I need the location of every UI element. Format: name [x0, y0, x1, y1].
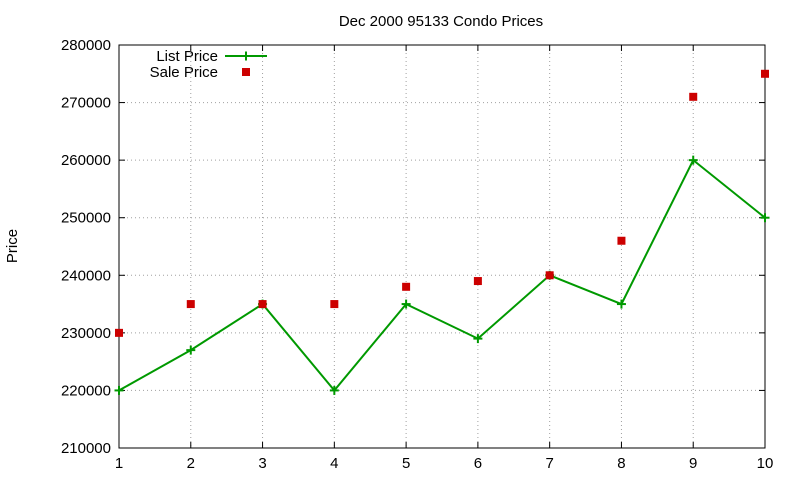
sale-price-point	[186, 300, 195, 309]
x-tick-label: 7	[545, 455, 553, 472]
y-tick-label: 240000	[61, 267, 111, 284]
sale-price-point	[258, 300, 267, 309]
list-price-line	[118, 158, 766, 392]
x-tick-label: 8	[617, 455, 625, 472]
y-tick-label: 280000	[61, 37, 111, 54]
legend-label-list-price: List Price	[156, 48, 218, 65]
sale-price-point	[330, 300, 339, 309]
sale-price-point	[545, 271, 554, 280]
grid-lines	[119, 45, 765, 448]
y-tick-label: 220000	[61, 382, 111, 399]
y-tick-label: 260000	[61, 152, 111, 169]
x-tick-label: 3	[258, 455, 266, 472]
list-price-point	[616, 299, 626, 309]
y-tick-label: 210000	[61, 440, 111, 457]
x-tick-label: 6	[474, 455, 482, 472]
list-price-point	[473, 334, 483, 344]
x-tick-label: 4	[330, 455, 338, 472]
legend-marker-sale-price	[242, 68, 250, 76]
sale-price-point	[689, 92, 698, 101]
list-price-point	[329, 385, 339, 395]
chart-title: Dec 2000 95133 Condo Prices	[339, 13, 543, 30]
list-price-point	[114, 385, 124, 395]
y-tick-label: 270000	[61, 95, 111, 112]
sale-price-point	[115, 328, 123, 337]
x-tick-label: 2	[187, 455, 195, 472]
sale-price-point	[617, 236, 626, 245]
list-price-point	[688, 155, 698, 165]
x-tick-label: 1	[115, 455, 123, 472]
list-price-point	[401, 299, 411, 309]
x-tick-label: 5	[402, 455, 410, 472]
axis-ticks: 210000 220000 230000 240000 250000 260000 2700…	[61, 37, 773, 472]
y-tick-label: 230000	[61, 325, 111, 342]
list-price-point	[760, 213, 770, 223]
legend-label-sale-price: Sale Price	[150, 64, 218, 81]
sale-price-point	[402, 282, 411, 291]
list-price-point	[186, 345, 196, 355]
legend-marker-list-price	[241, 51, 251, 61]
sale-price-point	[761, 69, 769, 78]
x-tick-label: 9	[689, 455, 697, 472]
plot-frame	[118, 44, 766, 449]
x-tick-label: 10	[757, 455, 774, 472]
y-tick-label: 250000	[61, 210, 111, 227]
sale-price-point	[473, 277, 482, 286]
series-layer	[114, 69, 770, 395]
y-axis-label: Price	[4, 229, 21, 263]
